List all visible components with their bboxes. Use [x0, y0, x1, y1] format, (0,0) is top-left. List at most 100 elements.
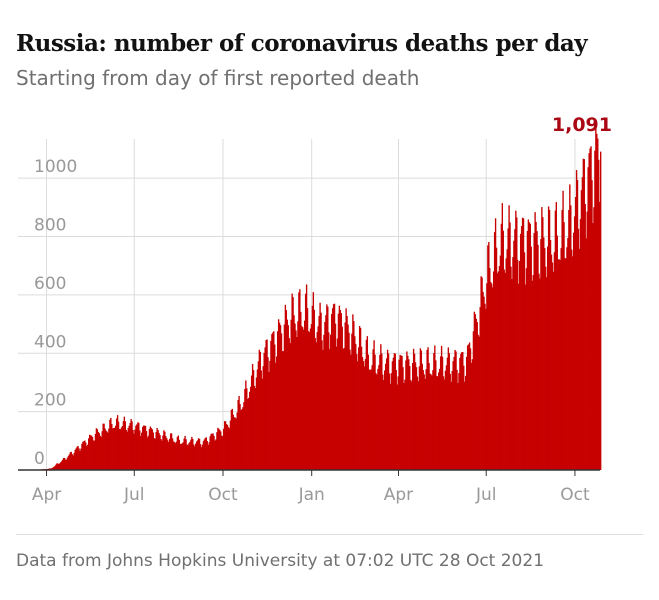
bar — [103, 423, 105, 470]
bar — [77, 445, 79, 470]
bar — [420, 350, 423, 470]
bar — [80, 448, 82, 470]
bar — [183, 438, 185, 470]
bar — [330, 334, 332, 470]
bar — [188, 443, 190, 470]
bar — [318, 315, 320, 470]
bar — [296, 337, 298, 470]
bar — [152, 432, 154, 470]
bar — [267, 357, 269, 470]
bar — [158, 432, 160, 470]
bar — [223, 421, 226, 470]
bar — [108, 428, 110, 470]
bar — [417, 381, 420, 470]
bar — [483, 296, 485, 470]
bar — [347, 324, 349, 470]
bar — [543, 237, 545, 470]
bar — [127, 428, 129, 470]
bar — [557, 259, 559, 470]
bar — [286, 319, 288, 470]
bar — [315, 342, 317, 470]
bar — [492, 271, 495, 470]
bar — [376, 374, 378, 470]
bar — [234, 417, 236, 470]
bar — [486, 283, 488, 470]
bar — [510, 266, 512, 470]
bar — [471, 359, 474, 470]
bar — [421, 363, 423, 470]
bar — [85, 442, 87, 470]
bar — [404, 379, 406, 470]
bar — [367, 354, 369, 470]
bar — [560, 248, 562, 470]
bar — [172, 441, 175, 470]
bar — [507, 228, 509, 470]
bar — [385, 358, 388, 470]
bar — [249, 386, 252, 470]
bar — [97, 431, 100, 470]
bar — [252, 369, 255, 470]
bar — [216, 432, 218, 470]
bar — [141, 426, 144, 470]
bar — [299, 289, 301, 470]
bar — [120, 427, 123, 470]
bar — [322, 349, 324, 470]
bar — [233, 417, 235, 470]
bar — [359, 327, 362, 470]
bar — [217, 427, 219, 470]
bar — [552, 271, 555, 470]
bar — [541, 207, 543, 470]
bar — [508, 205, 510, 471]
bar — [143, 425, 146, 470]
bar — [237, 400, 239, 470]
bar — [584, 204, 586, 470]
bar — [547, 206, 550, 470]
bar — [92, 440, 95, 470]
bar — [500, 223, 503, 470]
bar — [549, 239, 552, 470]
bar — [177, 435, 180, 470]
bar — [182, 442, 184, 470]
bar — [305, 284, 308, 470]
x-tick-label: Apr — [32, 485, 61, 505]
bar — [577, 228, 580, 470]
bar — [600, 151, 602, 471]
bar — [273, 331, 275, 470]
bar — [443, 379, 446, 470]
bar — [151, 429, 153, 470]
bar — [317, 326, 319, 470]
bar — [165, 436, 167, 470]
bar — [453, 356, 455, 470]
bar — [170, 433, 173, 470]
bar — [313, 309, 315, 470]
bar — [74, 449, 76, 470]
bar — [243, 402, 245, 470]
bar — [370, 369, 372, 470]
bar — [316, 332, 318, 470]
bar — [391, 361, 394, 470]
bar — [124, 421, 126, 470]
bar — [60, 462, 62, 470]
bar — [394, 353, 396, 470]
bar — [230, 409, 233, 470]
bar — [128, 425, 130, 470]
bar — [520, 225, 523, 470]
bar — [301, 326, 303, 470]
bar — [572, 256, 574, 470]
bar — [104, 428, 106, 470]
bar — [450, 381, 452, 470]
bar — [401, 355, 403, 470]
bar — [395, 370, 397, 470]
bar — [298, 292, 300, 470]
bar — [406, 351, 408, 470]
bar — [95, 428, 98, 470]
bar — [544, 248, 546, 470]
bar — [197, 438, 200, 470]
bar — [558, 259, 560, 470]
bar — [506, 249, 508, 470]
bar — [63, 457, 66, 470]
bar — [485, 308, 487, 470]
bar — [310, 324, 313, 470]
bar — [509, 222, 511, 470]
bar — [55, 464, 57, 470]
